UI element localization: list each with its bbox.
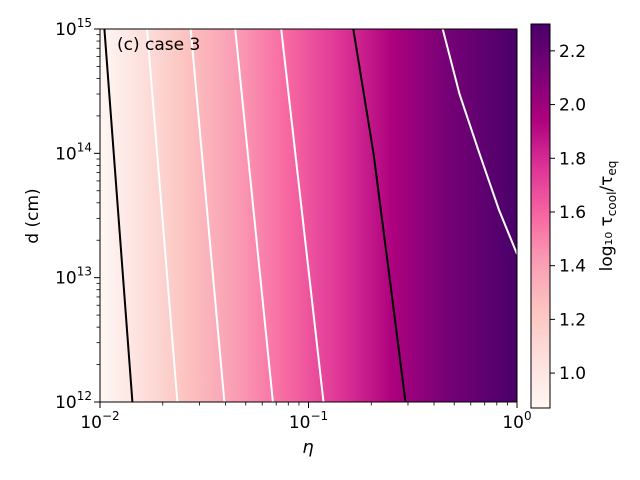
colorbar-tick-label: 1.6: [559, 203, 586, 223]
x-tick-label: 10−1: [289, 409, 328, 433]
colorbar-tick-label: 1.0: [559, 364, 586, 384]
panel-annotation: (c) case 3: [117, 35, 200, 55]
contour-line: [146, 28, 179, 403]
contour-line: [280, 28, 325, 403]
x-axis-label: η: [302, 437, 313, 458]
colorbar-tick-label: 1.8: [559, 149, 586, 169]
x-axis-ticks: 10−2 10−1 100: [80, 402, 532, 433]
colorbar-label-sub-cool: cool: [605, 192, 619, 217]
y-tick-label: 1013: [55, 265, 92, 289]
colorbar-label-main: log₁₀ τ: [597, 216, 617, 271]
contour-lines: [103, 28, 518, 403]
y-tick-label: 1014: [55, 140, 92, 164]
y-axis-label: d (cm): [23, 188, 43, 243]
colorbar: [530, 23, 551, 409]
colorbar-label: log₁₀ τcool/τeq: [597, 161, 619, 272]
y-axis-ticks: 1012 1013 1014 1015: [55, 16, 100, 413]
colorbar-tick-label: 2.0: [559, 96, 586, 116]
y-tick-label: 1015: [55, 16, 92, 40]
x-tick-label: 100: [502, 409, 531, 433]
x-tick-label: 10−2: [80, 409, 119, 433]
y-tick-label: 1012: [55, 389, 92, 413]
heatmap-field: [100, 29, 517, 402]
colorbar-tick-label: 2.2: [559, 42, 586, 62]
colorbar-tick-label: 1.2: [559, 310, 586, 330]
colorbar-ticks: 1.0 1.2 1.4 1.6 1.8 2.0 2.2: [550, 42, 586, 384]
contour-line: [441, 28, 518, 255]
colorbar-tick-label: 1.4: [559, 257, 586, 277]
contour-line: [352, 28, 407, 403]
colorbar-label-slash: /τ: [597, 176, 617, 192]
contour-line: [103, 28, 134, 403]
contour-line: [234, 28, 274, 403]
colorbar-label-sub-eq: eq: [605, 161, 619, 176]
contour-line: [189, 28, 226, 403]
